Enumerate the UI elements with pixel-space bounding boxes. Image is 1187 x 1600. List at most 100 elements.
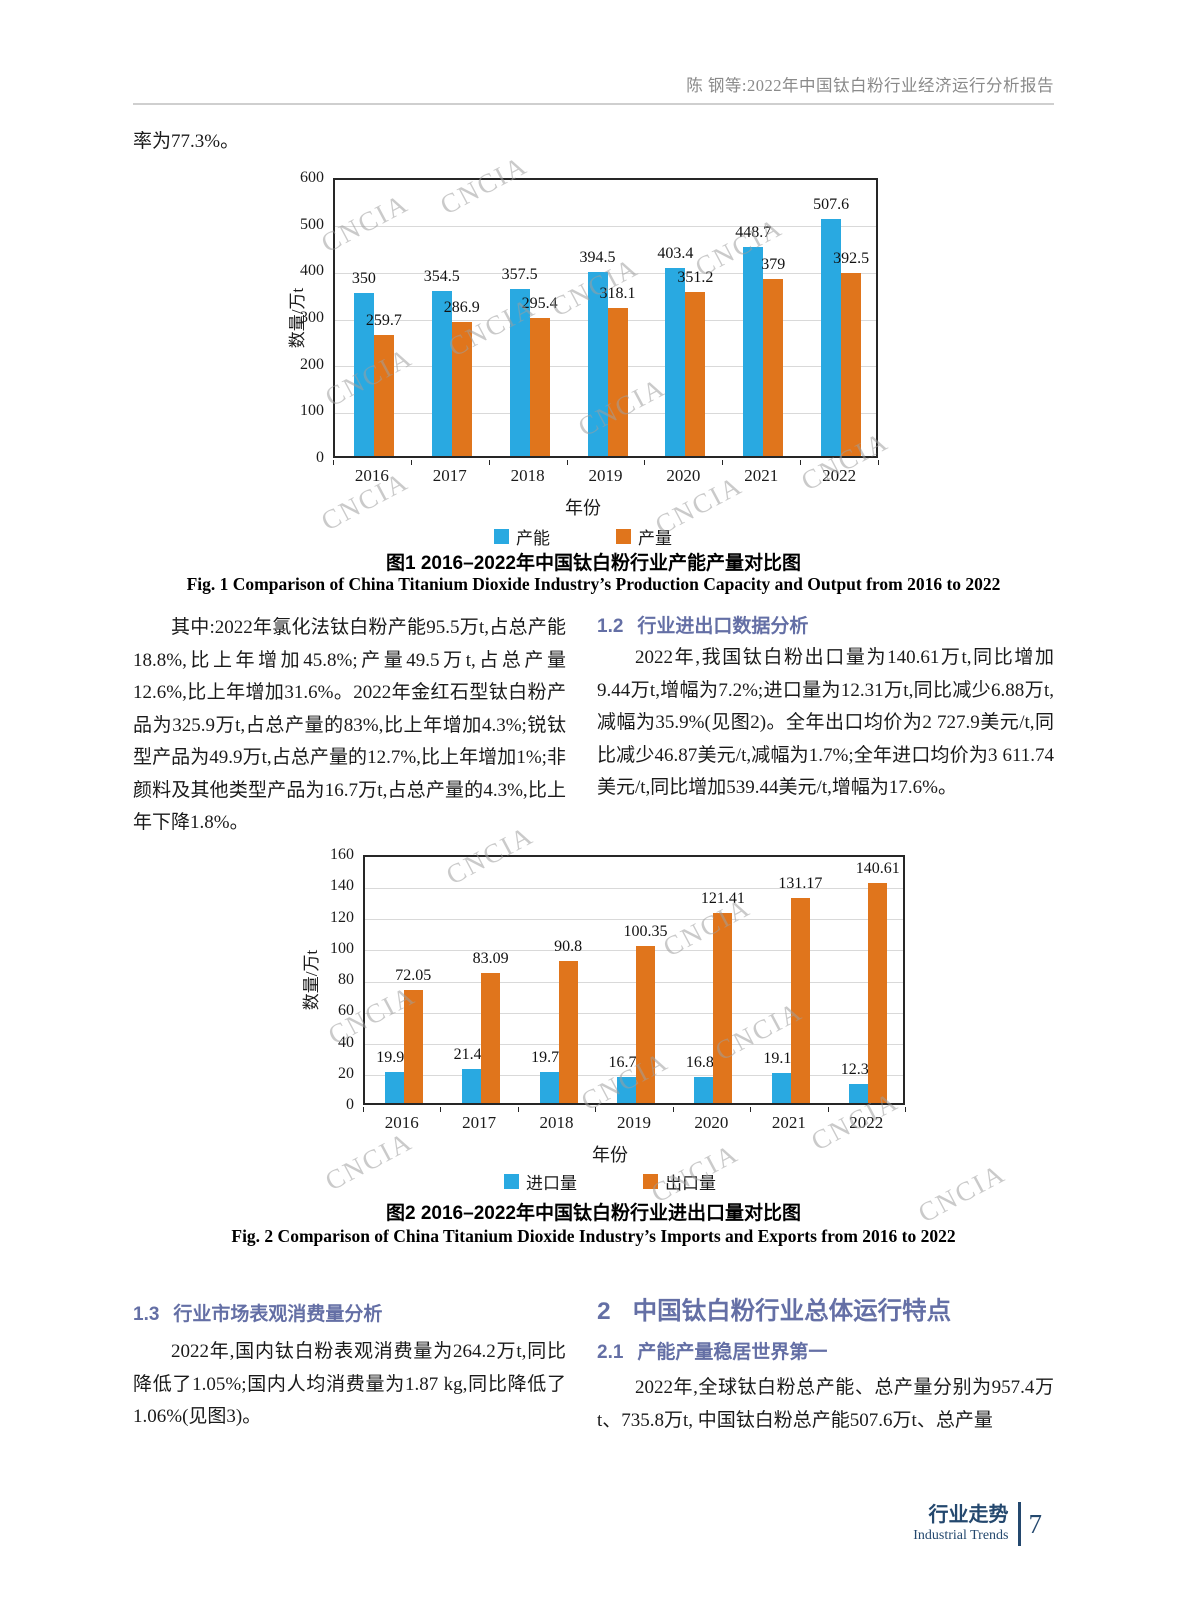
- legend-item-进口量: 进口量: [504, 1169, 577, 1194]
- bar-产能-2019: [587, 271, 608, 456]
- x-tick-label: 2022: [822, 466, 857, 485]
- section-title: 产能产量稳居世界第一: [637, 1342, 828, 1363]
- bar-value-label: 259.7: [365, 311, 402, 329]
- bar-产量-2022: [841, 272, 862, 456]
- x-tick-label: 2017: [432, 466, 467, 485]
- bar-value-label: 392.5: [833, 249, 870, 267]
- bar-产能-2018: [509, 289, 530, 456]
- column-right-1: 1.2 行业进出口数据分析 2022年,我国钛白粉出口量为140.61万t,同比增…: [597, 612, 1054, 805]
- legend-swatch: [504, 1174, 519, 1189]
- y-tick-label: 80: [338, 971, 354, 988]
- bar-进口量-2016: [384, 1071, 404, 1103]
- paragraph-chloride-process: 其中:2022年氯化法钛白粉产能95.5万t,占总产能18.8%,比上年增加45…: [133, 617, 566, 833]
- x-axis-tick-mark: [827, 1107, 829, 1112]
- x-axis-tick-mark: [878, 460, 879, 465]
- section-heading-1-2: 1.2 行业进出口数据分析: [597, 612, 1054, 642]
- bar-value-label: 394.5: [579, 248, 616, 266]
- bar-产量-2016: [373, 334, 394, 456]
- y-tick-label: 200: [300, 355, 324, 373]
- bar-产能-2016: [353, 292, 374, 456]
- x-axis-tick-mark: [595, 1107, 597, 1112]
- legend-label: 进口量: [526, 1174, 577, 1193]
- figure2-caption-en: Fig. 2 Comparison of China Titanium Diox…: [231, 1226, 956, 1246]
- bar-进口量-2018: [539, 1072, 559, 1103]
- x-tick-label: 2018: [510, 466, 545, 485]
- x-tick-label: 2020: [694, 1113, 729, 1132]
- bar-进口量-2022: [849, 1083, 869, 1103]
- gridline: [335, 226, 876, 228]
- section-heading-2-1: 2.1 产能产量稳居世界第一: [597, 1338, 1054, 1368]
- legend-item-产量: 产量: [616, 524, 672, 549]
- bar-产量-2019: [607, 307, 628, 456]
- header-divider: [133, 103, 1054, 105]
- legend-item-产能: 产能: [494, 524, 550, 549]
- footer-divider: [1017, 1502, 1021, 1546]
- legend-label: 产能: [516, 529, 550, 548]
- figure1-legend: 产能 产量: [283, 524, 883, 549]
- column-left-1: 其中:2022年氯化法钛白粉产能95.5万t,占总产能18.8%,比上年增加45…: [133, 612, 566, 840]
- bar-产能-2021: [743, 246, 764, 456]
- gridline: [365, 887, 903, 889]
- section-title: 行业进出口数据分析: [637, 616, 809, 637]
- bar-value-label: 16.83: [685, 1053, 722, 1071]
- bar-value-label: 21.49: [453, 1046, 490, 1064]
- y-tick-label: 600: [300, 169, 324, 186]
- gridline: [365, 1075, 903, 1077]
- gridline: [365, 950, 903, 952]
- bar-value-label: 19.19: [763, 1050, 800, 1068]
- bar-产量-2017: [451, 322, 472, 456]
- x-tick-label: 2020: [666, 466, 701, 485]
- x-tick-label: 2019: [588, 466, 623, 485]
- footer-label-en: Industrial Trends: [913, 1528, 1009, 1543]
- x-tick-label: 2018: [539, 1113, 574, 1132]
- bar-value-label: 350: [351, 269, 376, 287]
- figure2-legend: 进口量 出口量: [295, 1169, 925, 1194]
- bar-产能-2017: [431, 290, 452, 456]
- bar-value-label: 354.5: [423, 267, 460, 285]
- paragraph-import-export: 2022年,我国钛白粉出口量为140.61万t,同比增加9.44万t,增幅为7.…: [597, 647, 1054, 798]
- x-tick-label: 2016: [354, 466, 389, 485]
- y-tick-label: 40: [338, 1033, 354, 1051]
- paragraph-global-capacity: 2022年,全球钛白粉总产能、总产量分别为957.4万t、735.8万t, 中国…: [597, 1377, 1054, 1431]
- section-title: 行业市场表观消费量分析: [173, 1304, 383, 1325]
- page-number: 7: [1028, 1508, 1043, 1539]
- y-tick-label: 300: [300, 309, 324, 326]
- y-tick-label: 60: [338, 1002, 354, 1020]
- bar-value-label: 379: [761, 256, 786, 274]
- figure1-caption-en: Fig. 1 Comparison of China Titanium Diox…: [186, 574, 1001, 594]
- bar-产量-2020: [685, 292, 706, 456]
- bar-value-label: 507.6: [813, 196, 850, 214]
- y-tick-label: 0: [316, 449, 324, 466]
- y-tick-label: 0: [346, 1096, 354, 1113]
- y-tick-label: 120: [330, 908, 354, 926]
- legend-swatch: [643, 1174, 658, 1189]
- bar-value-label: 90.8: [554, 938, 583, 956]
- column-left-2: 1.3 行业市场表观消费量分析 2022年,国内钛白粉表观消费量为264.2万t,…: [133, 1300, 566, 1434]
- x-tick-label: 2021: [744, 466, 779, 485]
- bar-value-label: 140.61: [855, 860, 900, 878]
- bar-进口量-2017: [462, 1069, 482, 1103]
- section-heading-1-3: 1.3 行业市场表观消费量分析: [133, 1300, 566, 1330]
- gridline: [365, 1012, 903, 1014]
- y-tick-label: 100: [330, 939, 354, 957]
- bar-产能-2020: [665, 267, 686, 456]
- bar-value-label: 16.71: [608, 1053, 645, 1071]
- y-tick-label: 400: [300, 262, 324, 280]
- bar-value-label: 72.05: [395, 967, 432, 985]
- x-axis-tick-mark: [672, 1107, 674, 1112]
- x-axis-tick-mark: [517, 1107, 519, 1112]
- column-right-2: 2 中国钛白粉行业总体运行特点 2.1 产能产量稳居世界第一 2022年,全球钛白粉…: [597, 1294, 1054, 1437]
- x-axis-tick-mark: [800, 460, 802, 465]
- bar-value-label: 318.1: [599, 284, 636, 302]
- bar-value-label: 403.4: [657, 244, 694, 262]
- bar-出口量-2022: [868, 883, 888, 1103]
- figure2-chart: 数量/万t 19.98 72.05 21.49 83.09 19.75 90.8 16.71…: [295, 845, 925, 1195]
- figure2-plot-area: 19.98 72.05 21.49 83.09 19.75 90.8 16.71 100.35…: [363, 855, 905, 1105]
- figure1-plot-area: 350 259.7 354.5 286.9 357.5 295.4 394.5 318.1 40…: [333, 178, 878, 458]
- x-axis-tick-mark: [440, 1107, 442, 1112]
- legend-label: 出口量: [665, 1174, 716, 1193]
- bar-出口量-2016: [403, 990, 423, 1103]
- x-axis-tick-mark: [750, 1107, 752, 1112]
- x-axis-tick-mark: [488, 460, 490, 465]
